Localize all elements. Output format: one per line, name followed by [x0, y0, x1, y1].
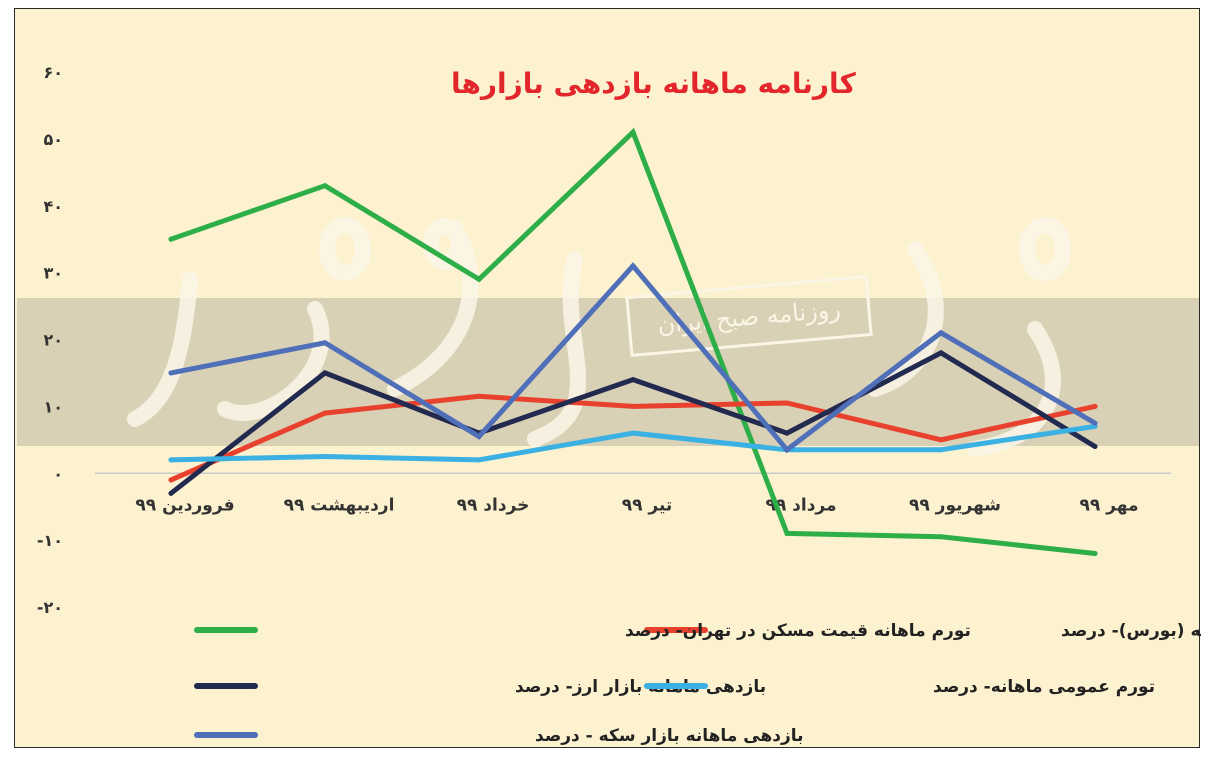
line-chart: روزنامه صبح ایران کارنامه ماهانه بازدهی …	[17, 63, 1201, 746]
legend-label: تورم ماهانه قیمت مسکن در تهران- درصد	[625, 621, 971, 641]
y-tick-label: ۲۰	[43, 331, 63, 350]
y-tick-label: ۵۰	[43, 130, 63, 149]
data-point	[476, 457, 482, 463]
data-point	[630, 263, 636, 269]
chart-title: کارنامه ماهانه بازدهی بازارها	[451, 67, 857, 100]
data-point	[322, 183, 328, 189]
data-point	[784, 400, 790, 406]
data-point	[630, 403, 636, 409]
x-category-label: خرداد ۹۹	[457, 495, 530, 515]
x-category-label: اردیبهشت ۹۹	[284, 495, 395, 515]
data-point	[476, 433, 482, 439]
y-tick-label: -۲۰	[37, 598, 63, 617]
x-category-label: مهر ۹۹	[1079, 495, 1138, 515]
legend-label: تورم عمومی ماهانه- درصد	[933, 677, 1155, 697]
x-category-label: مرداد ۹۹	[765, 495, 836, 515]
data-point	[1092, 444, 1098, 449]
y-tick-label: ۳۰	[43, 264, 63, 283]
data-point	[322, 454, 328, 460]
data-point	[938, 437, 944, 443]
legend-label: بازدهی ماهانه بازار ارز- درصد	[515, 677, 766, 697]
legend-label: بازدهی ماهانه بازار سکه - درصد	[535, 726, 804, 746]
data-point	[1092, 403, 1098, 409]
data-point	[630, 430, 636, 436]
data-point	[168, 457, 174, 463]
data-point	[168, 490, 174, 496]
data-point	[938, 534, 944, 540]
data-point	[938, 350, 944, 356]
legend: بازدهی ماهانه بازار سرمایه (بورس)- درصد ت…	[194, 621, 1201, 746]
data-point	[784, 430, 790, 436]
data-point	[322, 410, 328, 416]
data-point	[168, 370, 174, 376]
data-point	[938, 330, 944, 336]
y-axis-ticks: -۲۰ -۱۰ ۰ ۱۰ ۲۰ ۳۰ ۴۰ ۵۰ ۶۰	[37, 63, 63, 617]
y-tick-label: ۰	[53, 464, 63, 483]
data-point	[938, 447, 944, 453]
watermark-calligraphy	[127, 217, 1071, 457]
y-tick-label: ۶۰	[43, 63, 63, 82]
data-point	[168, 236, 174, 242]
data-point	[168, 477, 174, 483]
x-category-label: شهریور ۹۹	[909, 495, 1001, 515]
background-band	[17, 298, 1199, 446]
data-point	[476, 393, 482, 399]
data-point	[784, 530, 790, 536]
data-point	[630, 377, 636, 383]
x-category-label: تیر ۹۹	[622, 495, 673, 515]
data-point	[630, 129, 636, 135]
series-lines	[168, 127, 1098, 556]
data-point	[476, 276, 482, 282]
data-point	[784, 447, 790, 453]
y-tick-label: -۱۰	[37, 531, 63, 550]
chart-frame: روزنامه صبح ایران کارنامه ماهانه بازدهی …	[14, 8, 1201, 748]
x-axis-categories: فروردین ۹۹ اردیبهشت ۹۹ خرداد ۹۹ تیر ۹۹ مرداد…	[135, 495, 1138, 515]
data-point	[1092, 551, 1098, 556]
data-point	[1092, 420, 1098, 426]
y-tick-label: ۴۰	[43, 197, 63, 216]
x-category-label: فروردین ۹۹	[135, 495, 234, 515]
data-point	[322, 370, 328, 376]
y-tick-label: ۱۰	[43, 397, 63, 416]
legend-label: بازدهی ماهانه بازار سرمایه (بورس)- درصد	[1061, 621, 1201, 641]
data-point	[322, 340, 328, 346]
